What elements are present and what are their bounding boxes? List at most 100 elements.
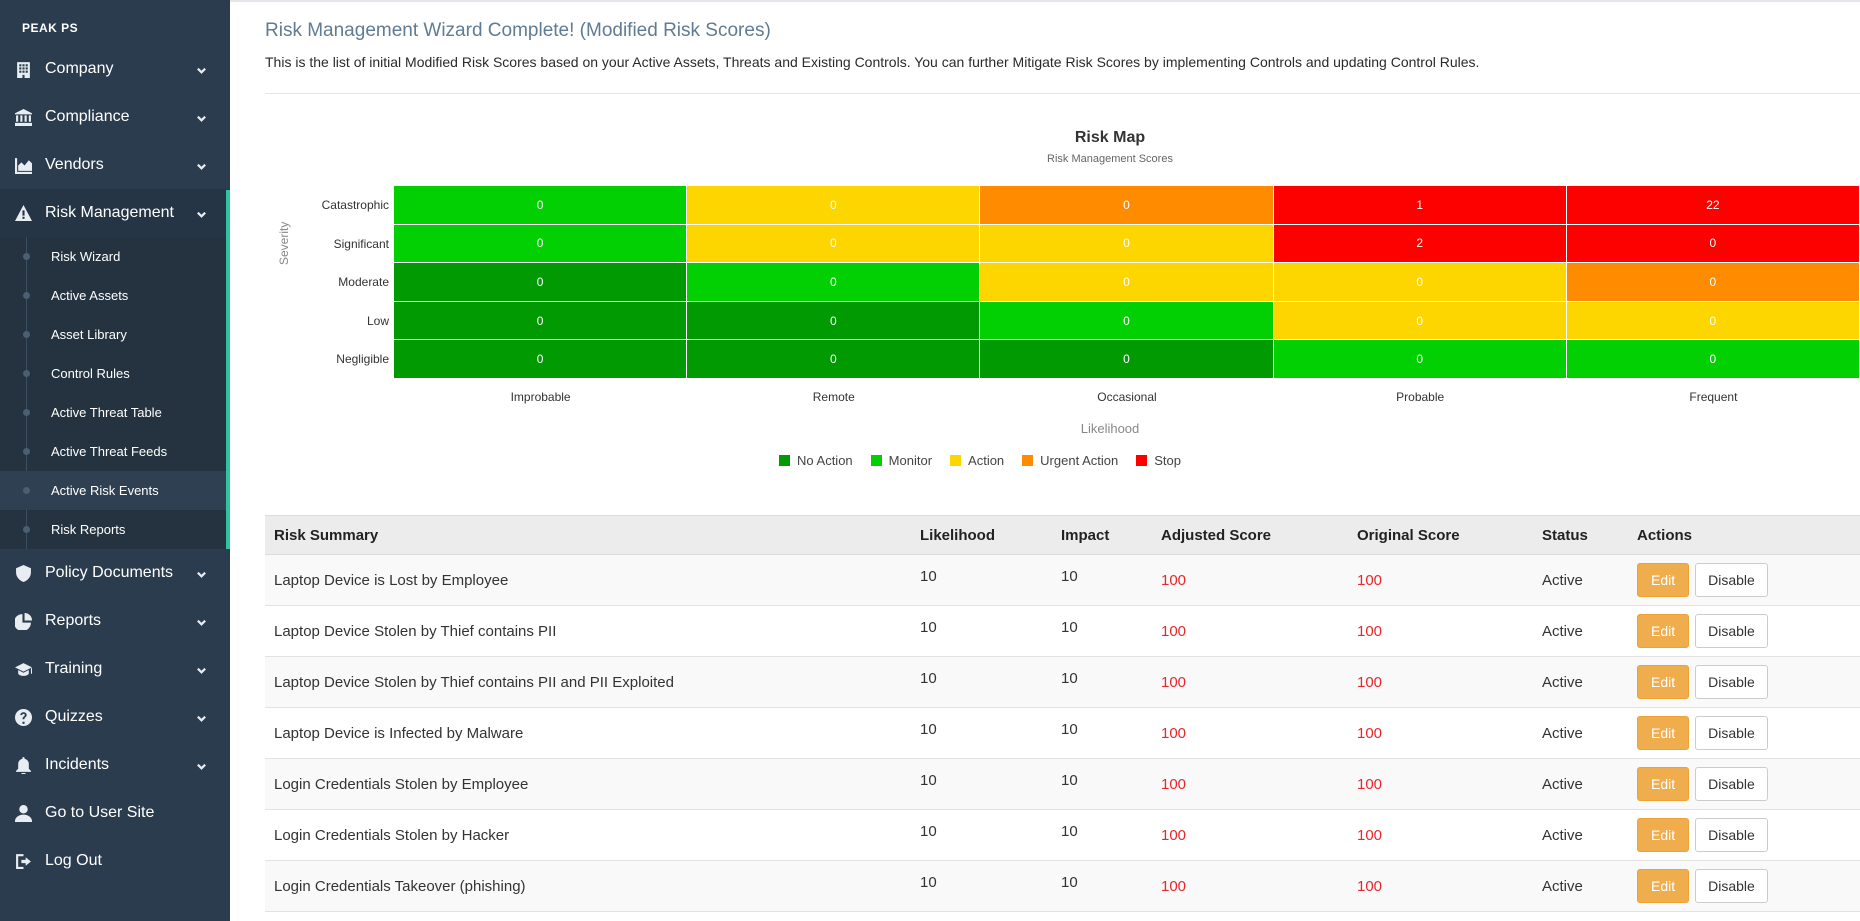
cell-actions: Edit Disable <box>1628 707 1860 759</box>
sub-item-active-threat-table[interactable]: Active Threat Table <box>0 393 226 432</box>
legend-swatch <box>1022 455 1034 466</box>
legend-swatch <box>950 455 962 466</box>
user-icon <box>14 804 32 822</box>
bullet-dot-icon <box>23 526 30 533</box>
edit-button[interactable]: Edit <box>1637 716 1690 750</box>
column-header-risk-summary[interactable]: Risk Summary <box>265 515 911 555</box>
edit-button[interactable]: Edit <box>1637 614 1690 648</box>
cell-adjusted-score: 100 <box>1152 605 1348 657</box>
nav-item-compliance[interactable]: Compliance <box>0 93 230 141</box>
sub-item-asset-library[interactable]: Asset Library <box>0 315 226 354</box>
nav-item-label: Policy Documents <box>45 564 174 581</box>
graduation-cap-icon <box>14 660 32 678</box>
chevron-down-icon <box>196 711 208 723</box>
sub-item-active-assets[interactable]: Active Assets <box>0 276 226 315</box>
heatmap-cell: 0 <box>1273 263 1567 302</box>
heatmap-cell: 0 <box>1566 263 1860 302</box>
y-axis-title: Severity <box>277 221 291 265</box>
sub-item-active-threat-feeds[interactable]: Active Threat Feeds <box>0 432 226 471</box>
edit-button[interactable]: Edit <box>1637 818 1690 852</box>
disable-button[interactable]: Disable <box>1695 563 1768 597</box>
nav-item-training[interactable]: Training <box>0 645 230 693</box>
nav-item-reports[interactable]: Reports <box>0 597 230 645</box>
sub-item-active-risk-events[interactable]: Active Risk Events <box>0 471 226 510</box>
cell-impact: 10 <box>1052 605 1152 657</box>
heatmap-cell: 1 <box>1273 186 1567 225</box>
heatmap-cell: 22 <box>1566 186 1860 225</box>
sub-item-label: Active Threat Table <box>51 405 162 420</box>
disable-button[interactable]: Disable <box>1695 818 1768 852</box>
chevron-down-icon <box>196 615 208 627</box>
disable-button[interactable]: Disable <box>1695 869 1768 903</box>
table-row: Login Credentials Stolen by Employee 10 10… <box>265 758 1860 810</box>
legend-item[interactable]: Action <box>950 453 1004 468</box>
nav-item-go-to-user-site[interactable]: Go to User Site <box>0 789 230 837</box>
nav-item-vendors[interactable]: Vendors <box>0 141 230 189</box>
cell-risk-summary: Laptop Device Stolen by Thief contains P… <box>265 656 911 708</box>
legend-item[interactable]: Stop <box>1136 453 1181 468</box>
edit-button[interactable]: Edit <box>1637 869 1690 903</box>
heatmap-cell: 0 <box>687 263 981 302</box>
disable-button[interactable]: Disable <box>1695 716 1768 750</box>
nav-item-label: Company <box>45 60 114 77</box>
legend-item[interactable]: No Action <box>779 453 853 468</box>
cell-status: Active <box>1533 809 1628 861</box>
brand-logo-text: PEAK PS <box>22 21 79 35</box>
sub-item-risk-reports[interactable]: Risk Reports <box>0 510 226 549</box>
nav-item-label: Vendors <box>45 156 104 173</box>
column-header-status[interactable]: Status <box>1533 515 1628 555</box>
sub-item-label: Active Threat Feeds <box>51 444 168 459</box>
nav-item-incidents[interactable]: Incidents <box>0 741 230 789</box>
bullet-dot-icon <box>23 253 30 260</box>
shield-icon <box>14 564 32 582</box>
nav-item-label: Risk Management <box>45 204 174 221</box>
chevron-down-icon <box>196 159 208 171</box>
legend-label: Monitor <box>888 453 933 468</box>
heatmap-cell: 0 <box>980 224 1274 264</box>
disable-button[interactable]: Disable <box>1695 767 1768 801</box>
chevron-down-icon <box>196 207 208 219</box>
nav-item-company[interactable]: Company <box>0 45 230 93</box>
cell-likelihood: 10 <box>911 554 1052 606</box>
cell-actions: Edit Disable <box>1628 860 1860 912</box>
cell-likelihood: 10 <box>911 656 1052 708</box>
x-tick-label: Remote <box>812 390 855 404</box>
x-tick-label: Frequent <box>1689 390 1738 404</box>
cell-actions: Edit Disable <box>1628 758 1860 810</box>
chart-subtitle: Risk Management Scores <box>1047 153 1173 165</box>
cell-original-score: 100 <box>1348 707 1533 759</box>
heatmap-cell: 0 <box>394 186 688 225</box>
chevron-down-icon <box>196 567 208 579</box>
legend-item[interactable]: Monitor <box>870 453 933 468</box>
heatmap-cell: 0 <box>394 263 688 302</box>
cell-actions: Edit Disable <box>1628 656 1860 708</box>
column-header-adjusted-score[interactable]: Adjusted Score <box>1152 515 1348 555</box>
cell-original-score: 100 <box>1348 605 1533 657</box>
cell-impact: 10 <box>1052 707 1152 759</box>
nav-item-quizzes[interactable]: Quizzes <box>0 693 230 741</box>
heatmap-cell: 0 <box>980 186 1274 225</box>
warning-icon <box>14 204 32 222</box>
nav-item-risk-management[interactable]: Risk Management <box>0 189 230 237</box>
edit-button[interactable]: Edit <box>1637 665 1690 699</box>
sub-item-control-rules[interactable]: Control Rules <box>0 354 226 393</box>
cell-risk-summary: Laptop Device is Lost by Employee <box>265 554 911 606</box>
disable-button[interactable]: Disable <box>1695 614 1768 648</box>
nav-item-log-out[interactable]: Log Out <box>0 837 230 885</box>
nav-item-policy-documents[interactable]: Policy Documents <box>0 549 230 597</box>
column-header-likelihood[interactable]: Likelihood <box>911 515 1052 555</box>
legend-item[interactable]: Urgent Action <box>1022 453 1118 468</box>
edit-button[interactable]: Edit <box>1637 563 1690 597</box>
disable-button[interactable]: Disable <box>1695 665 1768 699</box>
column-header-impact[interactable]: Impact <box>1052 515 1152 555</box>
heatmap-cell: 0 <box>1273 340 1567 379</box>
edit-button[interactable]: Edit <box>1637 767 1690 801</box>
sub-item-risk-wizard[interactable]: Risk Wizard <box>0 237 226 276</box>
main-content: Risk Management Wizard Complete! (Modifi… <box>230 0 1860 921</box>
cell-adjusted-score: 100 <box>1152 656 1348 708</box>
heatmap-cell: 0 <box>687 340 981 379</box>
bullet-dot-icon <box>23 448 30 455</box>
bullet-dot-icon <box>23 292 30 299</box>
column-header-original-score[interactable]: Original Score <box>1348 515 1533 555</box>
cell-actions: Edit Disable <box>1628 809 1860 861</box>
